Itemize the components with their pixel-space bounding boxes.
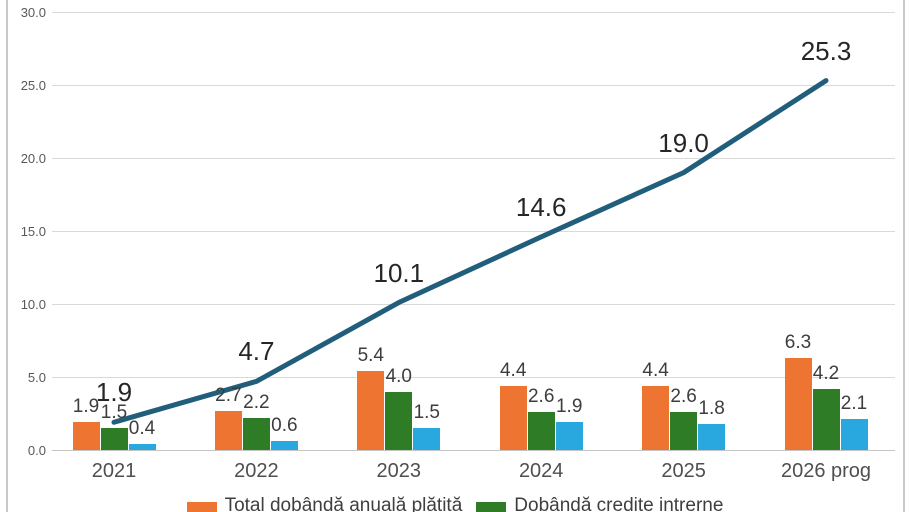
- x-axis-label-2026 prog: 2026 prog: [780, 460, 872, 482]
- x-axis-label-2022: 2022: [234, 460, 279, 482]
- bar-value-label: 4.0: [385, 365, 412, 387]
- bar-value-label: 5.4: [357, 345, 384, 367]
- bar-value-label: 1.9: [555, 396, 583, 418]
- trend-line-path: [111, 78, 829, 425]
- gridline: [52, 450, 895, 451]
- gridline: [52, 304, 895, 305]
- gridline: [52, 158, 895, 159]
- right-page-border: [903, 0, 905, 512]
- bar-value-label: 4.2: [812, 362, 840, 384]
- bar-value-label: 1.5: [100, 402, 128, 424]
- bar-total-dobanda-2025: [642, 385, 670, 450]
- x-axis-label-2021: 2021: [91, 460, 137, 482]
- x-axis-label-2024: 2024: [518, 460, 564, 482]
- bar-dobanda-interne-2022: [242, 417, 270, 450]
- x-axis-label-2025: 2025: [661, 460, 706, 482]
- bar-dobanda-interne-2025: [670, 412, 698, 450]
- y-axis-tick-label: 25.0: [20, 78, 46, 93]
- legend-swatch-dobanda-interne: [476, 502, 507, 512]
- y-axis-tick-label: 20.0: [20, 151, 46, 166]
- y-axis-tick-label: 10.0: [20, 297, 46, 312]
- gridline: [52, 85, 895, 86]
- bar-series-blue-2023: [413, 428, 441, 450]
- bar-total-dobanda-2023: [357, 371, 385, 450]
- legend-swatch-total-dobanda: [186, 502, 217, 512]
- line-value-label: 1.9: [95, 377, 133, 408]
- legend-label-dobanda-interne: Dobândă credite intrerne: [514, 495, 724, 512]
- y-axis-tick-label: 15.0: [20, 224, 46, 239]
- bar-value-label: 1.8: [698, 397, 725, 419]
- bar-total-dobanda-2024: [499, 385, 527, 450]
- bar-value-label: 2.2: [243, 391, 270, 413]
- bar-value-label: 2.6: [670, 386, 697, 408]
- bar-value-label: 1.9: [72, 396, 100, 418]
- bar-dobanda-interne-2024: [527, 412, 555, 450]
- bar-dobanda-interne-2023: [385, 391, 413, 450]
- y-axis-tick-label: 5.0: [27, 370, 46, 385]
- legend: Total dobândă anuală plătită Dobândă cre…: [0, 494, 910, 512]
- bar-value-label: 4.4: [499, 359, 527, 381]
- line-value-label: 25.3: [800, 35, 852, 66]
- y-axis-tick-label: 0.0: [27, 443, 46, 458]
- bar-value-label: 2.6: [527, 386, 555, 408]
- line-value-label: 4.7: [238, 336, 275, 367]
- bar-value-label: 0.6: [271, 415, 298, 437]
- bar-total-dobanda-2021: [72, 422, 100, 450]
- line-value-label: 14.6: [515, 191, 567, 222]
- bar-total-dobanda-2022: [214, 410, 242, 450]
- gridline: [52, 231, 895, 232]
- line-value-label: 19.0: [658, 127, 709, 158]
- bar-value-label: 2.1: [840, 393, 868, 415]
- left-page-border: [6, 0, 8, 512]
- bar-series-blue-2024: [555, 422, 583, 450]
- bar-value-label: 0.4: [128, 418, 156, 440]
- legend-item-dobanda-interne: Dobândă credite intrerne: [476, 494, 723, 512]
- bar-total-dobanda-2026 prog: [784, 358, 812, 450]
- gridline: [52, 377, 895, 378]
- bar-value-label: 4.4: [642, 359, 669, 381]
- bar-series-blue-2022: [270, 441, 298, 450]
- gridline: [52, 12, 895, 13]
- bar-series-blue-2025: [698, 423, 726, 450]
- bar-dobanda-interne-2021: [100, 428, 128, 450]
- line-value-label: 10.1: [373, 257, 425, 288]
- legend-label-total-dobanda: Total dobândă anuală plătită: [224, 495, 463, 512]
- bar-series-blue-2021: [128, 444, 156, 450]
- legend-item-total-dobanda: Total dobândă anuală plătită: [186, 494, 463, 512]
- bar-value-label: 6.3: [784, 332, 812, 354]
- bar-value-label: 1.5: [413, 402, 440, 424]
- y-axis-tick-label: 30.0: [20, 5, 46, 20]
- bar-series-blue-2026 prog: [840, 419, 868, 450]
- bar-dobanda-interne-2026 prog: [812, 388, 840, 450]
- x-axis-label-2023: 2023: [376, 460, 422, 482]
- bar-value-label: 2.7: [215, 384, 242, 406]
